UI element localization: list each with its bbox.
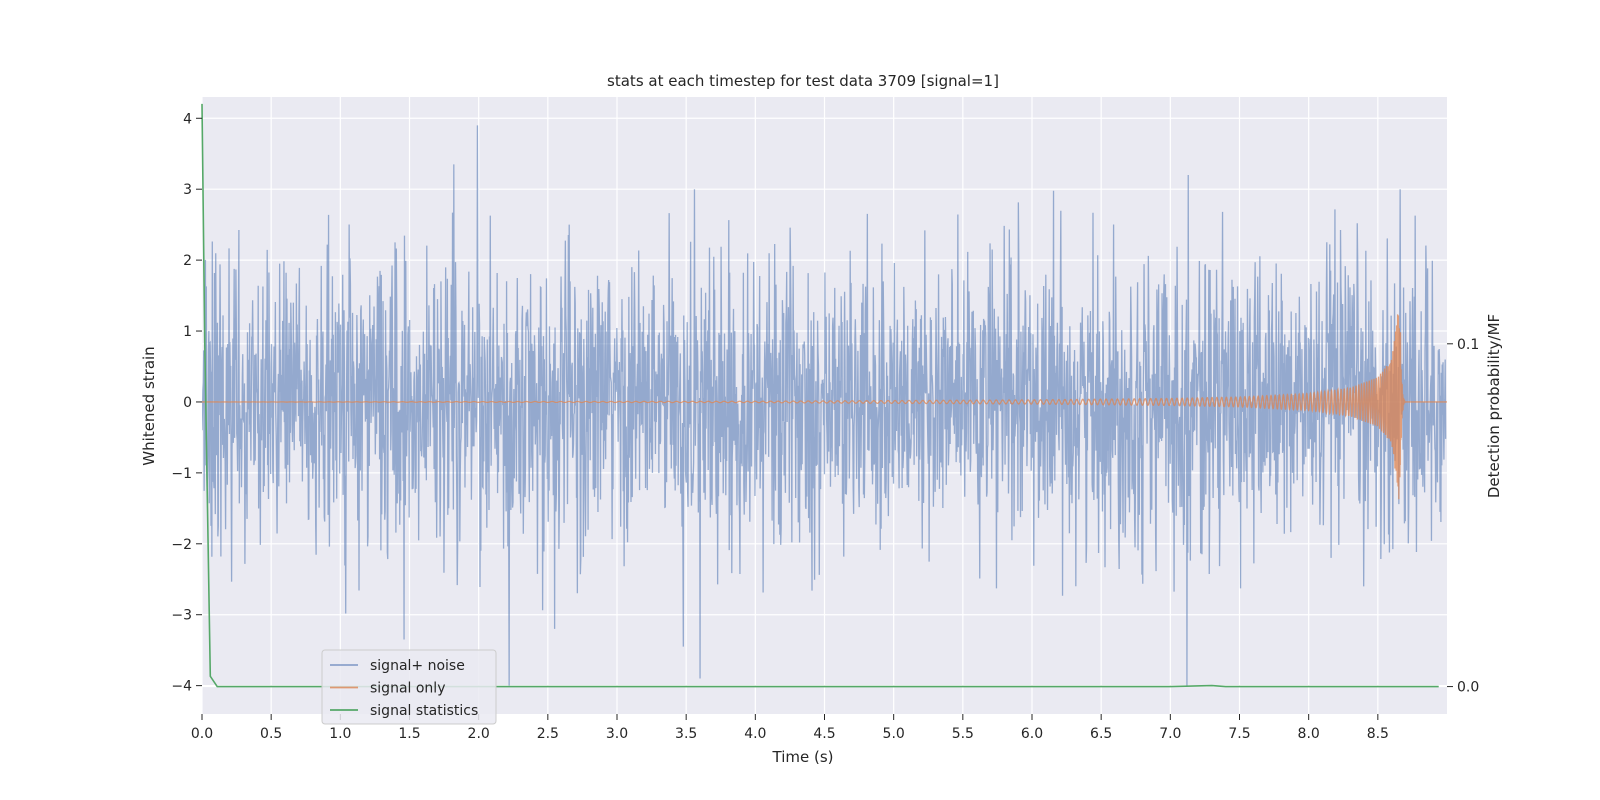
x-tick-label: 1.0: [329, 726, 351, 742]
x-tick-label: 0.0: [191, 726, 213, 742]
x-tick-label: 4.5: [813, 726, 835, 742]
y-tick-label: −1: [171, 466, 192, 482]
x-tick-label: 3.0: [606, 726, 628, 742]
y2-tick-label: 0.1: [1457, 337, 1479, 353]
y-tick-label: 1: [183, 324, 192, 340]
x-tick-label: 8.0: [1298, 726, 1320, 742]
left-axis: −4 −3 −2 −1 0 1 2 3 4: [171, 111, 202, 695]
y-tick-label: −2: [171, 537, 192, 553]
x-tick-label: 6.5: [1090, 726, 1112, 742]
legend: signal+ noise signal only signal statistic…: [321, 649, 497, 725]
x-tick-label: 5.5: [952, 726, 974, 742]
series-signal-only-line: [202, 314, 1447, 500]
y2-axis-label: Detection probability/MF: [1485, 314, 1503, 498]
legend-label: signal statistics: [370, 703, 478, 719]
legend-label: signal+ noise: [370, 658, 465, 674]
x-tick-label: 2.5: [537, 726, 559, 742]
y-tick-label: 2: [183, 253, 192, 269]
x-tick-label: 7.0: [1159, 726, 1181, 742]
y-tick-label: 3: [183, 182, 192, 198]
right-axis: 0.0 0.1: [1447, 337, 1479, 696]
y-tick-label: −4: [171, 679, 192, 695]
series-signal-noise-line: [202, 125, 1447, 686]
x-tick-label: 2.0: [468, 726, 490, 742]
x-tick-label: 7.5: [1228, 726, 1250, 742]
series-layer: [201, 103, 1447, 688]
series-signal-statistics-line: [201, 103, 1439, 688]
x-tick-label: 5.0: [883, 726, 905, 742]
y-axis-label: Whitened strain: [140, 346, 158, 465]
chart-title: stats at each timestep for test data 370…: [607, 72, 999, 90]
legend-box: [321, 649, 497, 725]
x-tick-label: 0.5: [260, 726, 282, 742]
legend-label: signal only: [370, 681, 445, 697]
x-tick-label: 1.5: [398, 726, 420, 742]
bottom-axis: 0.0 0.5 1.0 1.5 2.0 2.5 3.0 3.5 4.0 4.5 5.0 5.5 6.0 6…: [191, 714, 1389, 742]
x-tick-label: 6.0: [1021, 726, 1043, 742]
y-tick-label: 0: [183, 395, 192, 411]
x-axis-label: Time (s): [772, 748, 834, 766]
y2-tick-label: 0.0: [1457, 680, 1479, 696]
y-tick-label: −3: [171, 608, 192, 624]
x-tick-label: 4.0: [744, 726, 766, 742]
x-tick-label: 3.5: [675, 726, 697, 742]
x-tick-label: 8.5: [1367, 726, 1389, 742]
y-tick-label: 4: [183, 111, 192, 127]
